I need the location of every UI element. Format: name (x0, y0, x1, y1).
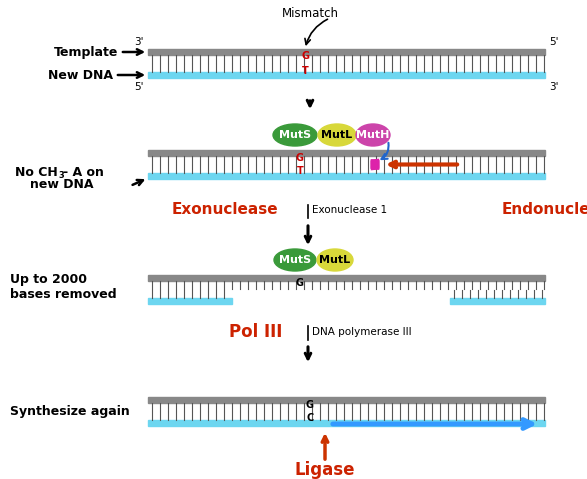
Text: MutS: MutS (279, 255, 311, 265)
Text: New DNA: New DNA (48, 68, 113, 81)
Text: G: G (296, 278, 304, 288)
Bar (148, 298, 232, 304)
Text: 3: 3 (58, 171, 64, 180)
Text: G: G (296, 153, 304, 163)
Text: T: T (302, 66, 308, 76)
Text: C: C (306, 413, 313, 423)
Bar (148, 275, 545, 281)
Bar (450, 298, 545, 304)
Text: Exonuclease 1: Exonuclease 1 (312, 205, 387, 215)
Text: MutL: MutL (322, 130, 353, 140)
Text: Pol III: Pol III (228, 323, 282, 341)
Text: new DNA: new DNA (30, 179, 93, 192)
Bar (148, 397, 545, 403)
Ellipse shape (318, 124, 356, 146)
Text: bases removed: bases removed (10, 287, 117, 300)
Bar (148, 49, 545, 55)
Text: Up to 2000: Up to 2000 (10, 274, 87, 286)
Text: Template: Template (53, 46, 118, 58)
Text: 5': 5' (549, 37, 558, 47)
Ellipse shape (317, 249, 353, 271)
Text: MutL: MutL (319, 255, 350, 265)
Bar (148, 150, 545, 156)
Text: Exonuclease: Exonuclease (171, 203, 278, 217)
Ellipse shape (356, 124, 390, 146)
Text: MutS: MutS (279, 130, 311, 140)
Text: 5': 5' (134, 82, 144, 92)
Bar (148, 420, 545, 426)
Text: 3': 3' (134, 37, 144, 47)
Bar (148, 173, 545, 179)
Text: G: G (306, 400, 314, 410)
Text: G: G (301, 51, 309, 61)
Text: MutH: MutH (356, 130, 390, 140)
Text: Synthesize again: Synthesize again (10, 406, 130, 419)
Text: Mismatch: Mismatch (282, 7, 339, 20)
Text: - A on: - A on (63, 166, 104, 179)
Ellipse shape (274, 249, 316, 271)
Bar (148, 72, 545, 78)
Ellipse shape (273, 124, 317, 146)
Text: DNA polymerase III: DNA polymerase III (312, 327, 411, 337)
Text: No CH: No CH (15, 166, 58, 179)
Text: Endonucle: Endonucle (501, 203, 587, 217)
Text: T: T (296, 166, 303, 176)
Text: 3': 3' (549, 82, 558, 92)
Text: Ligase: Ligase (295, 461, 355, 479)
